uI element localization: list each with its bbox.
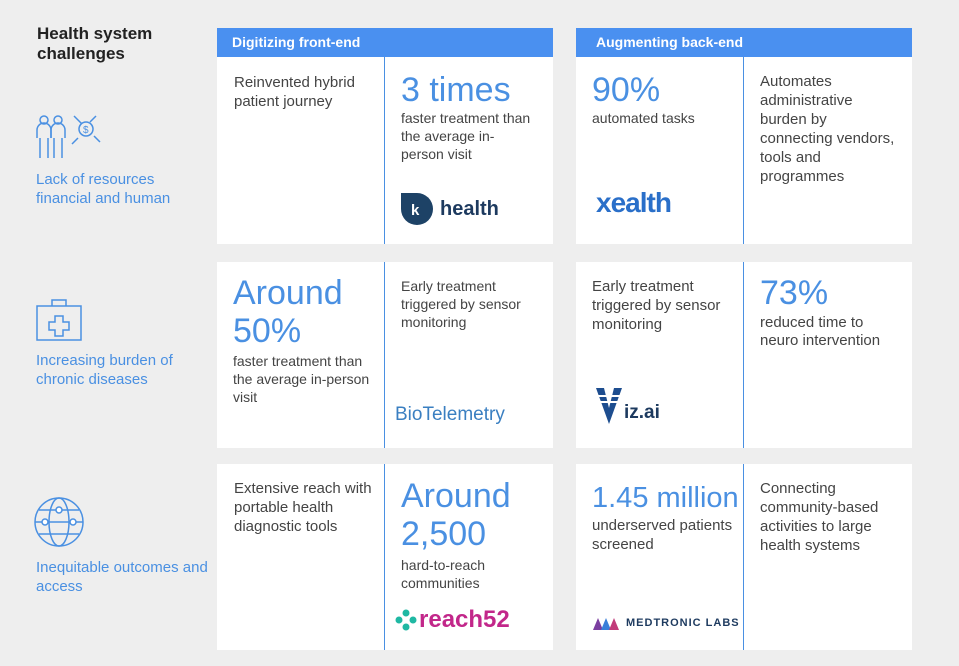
divider [743, 262, 744, 448]
row2-front-stat: Around 50% [233, 274, 343, 350]
row-label-chronic: Increasing burden of chronic diseases [36, 352, 173, 388]
logo-text: health [440, 197, 499, 220]
vizai-logo: iz.ai [596, 386, 660, 424]
page-title: Health system challenges [37, 24, 153, 63]
logo-text: reach52 [419, 606, 510, 633]
row2-front-panel: Around 50% faster treatment than the ave… [217, 262, 553, 448]
row1-front-panel: Reinvented hybrid patient journey 3 time… [217, 57, 553, 244]
svg-text:$: $ [83, 125, 89, 136]
row2-back-left-text: Early treatment triggered by sensor moni… [592, 278, 721, 333]
xealth-logo: xealth [596, 187, 672, 218]
row2-front-right-text: Early treatment triggered by sensor moni… [401, 278, 521, 330]
row3-back-stat-desc: underserved patients screened [592, 517, 733, 553]
row-label-resources: Lack of resources financial and human [36, 171, 171, 207]
divider [743, 464, 744, 650]
logo-text: iz.ai [624, 402, 660, 423]
globe-network-icon [33, 496, 85, 553]
row2-front-stat-desc: faster treatment than the average in-per… [233, 353, 370, 405]
row1-back-right-text: Automates administrative burden by conne… [760, 73, 895, 185]
medtronic-labs-logo: MEDTRONIC LABS [593, 616, 740, 630]
row3-front-stat: Around 2,500 [401, 477, 511, 553]
row1-back-panel: 90% automated tasks xealth Automates adm… [576, 57, 912, 244]
row1-front-left-text: Reinvented hybrid patient journey [234, 74, 355, 110]
row1-front-stat-desc: faster treatment than the average in-per… [401, 110, 531, 162]
row3-back-panel: 1.45 million underserved patients screen… [576, 464, 912, 650]
row2-back-panel: Early treatment triggered by sensor moni… [576, 262, 912, 448]
divider [384, 57, 385, 244]
biotelemetry-logo: BioTelemetry [395, 404, 505, 425]
header-back-end: Augmenting back-end [576, 28, 912, 57]
row1-front-stat: 3 times [401, 71, 511, 109]
svg-text:k: k [411, 202, 420, 219]
divider [384, 262, 385, 448]
k-health-logo: k health [400, 192, 499, 226]
row3-front-left-text: Extensive reach with portable health dia… [234, 480, 372, 535]
row3-front-stat-desc: hard-to-reach communities [401, 557, 486, 591]
medical-kit-icon [36, 298, 82, 347]
divider [384, 464, 385, 650]
row3-back-right-text: Connecting community-based activities to… [760, 480, 879, 554]
row2-back-stat-desc: reduced time to neuro intervention [760, 314, 881, 349]
row3-back-stat: 1.45 million [592, 482, 739, 514]
row-label-inequitable: Inequitable outcomes and access [36, 559, 208, 595]
people-money-icon: $ [34, 112, 106, 167]
divider [743, 57, 744, 244]
logo-text: MEDTRONIC LABS [626, 617, 740, 629]
row1-back-stat-desc: automated tasks [592, 110, 695, 126]
row2-back-stat: 73% [760, 274, 829, 312]
header-front-end: Digitizing front-end [217, 28, 553, 57]
row1-back-stat: 90% [592, 71, 661, 109]
reach52-logo: reach52 [395, 606, 510, 634]
row3-front-panel: Extensive reach with portable health dia… [217, 464, 553, 650]
